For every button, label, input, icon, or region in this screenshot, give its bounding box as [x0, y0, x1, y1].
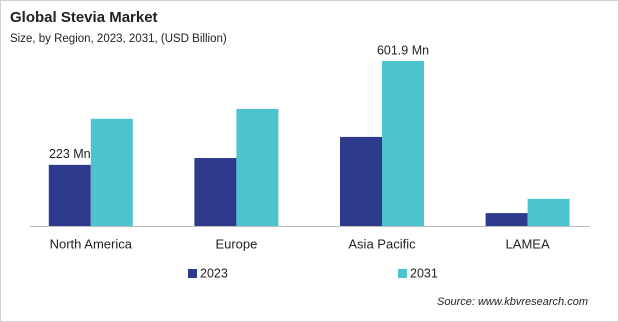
x-tick-label: Asia Pacific [348, 236, 416, 251]
x-tick-label: LAMEA [506, 236, 550, 251]
x-tick-label: Europe [215, 236, 257, 251]
bar [236, 108, 279, 226]
bar [48, 164, 91, 226]
legend-label: 2023 [200, 266, 228, 280]
legend-swatch [188, 269, 197, 278]
bar [485, 213, 528, 226]
legend-swatch [398, 269, 407, 278]
chart-subtitle: Size, by Region, 2023, 2031, (USD Billio… [10, 33, 227, 45]
x-tick-label: North America [50, 236, 133, 251]
bar [340, 136, 382, 226]
bar [527, 198, 570, 226]
bar [194, 158, 237, 226]
legend-label: 2031 [410, 266, 438, 280]
value-label: 223 Mn [49, 147, 91, 161]
value-label: 601.9 Mn [377, 43, 429, 57]
chart-title: Global Stevia Market [10, 9, 158, 26]
source: Source: www.kbvresearch.com [437, 296, 588, 308]
bar [90, 118, 133, 226]
bar [382, 61, 424, 226]
